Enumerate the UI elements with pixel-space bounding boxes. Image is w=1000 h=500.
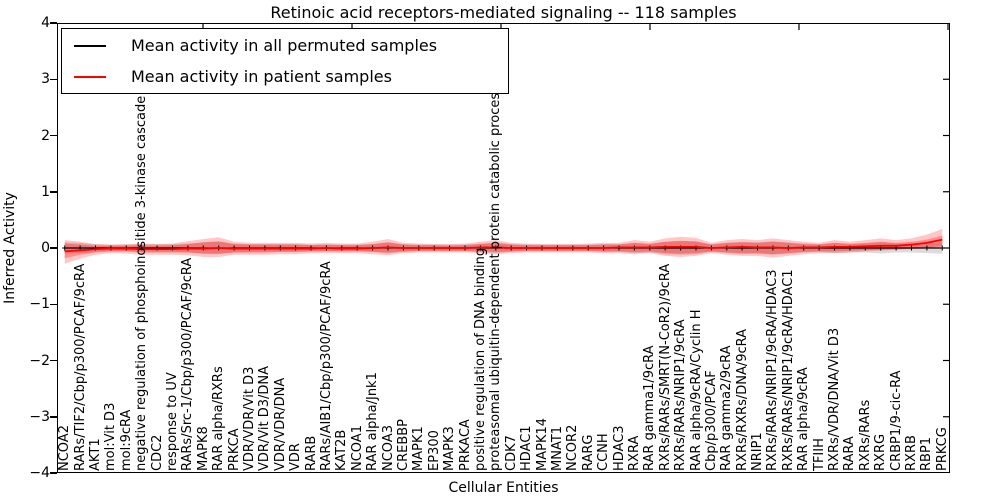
x-tick-label: MAPK3 [442,426,458,471]
y-tick-mark [50,472,57,474]
patient-samples-outer-range-band [64,228,943,264]
y-tick-mark [50,359,57,362]
legend-item-patient: Mean activity in patient samples [62,61,508,92]
x-tick-label: RAR alpha/Jnk1 [365,372,381,471]
patient-mean-line [64,238,943,253]
y-tick-mark [50,191,57,193]
x-tick-label: mol:9cRA [118,409,134,471]
x-tick-label: MAPK8 [195,426,211,471]
x-tick-label: MAPK1 [411,426,427,471]
x-tick-label: RXRs/RARs/SMRT(N-CoR2)/9cRA [657,263,673,471]
x-tick-label: positive regulation of DNA binding [472,247,488,471]
x-tick-label: NCOA1 [349,425,365,471]
x-tick-label: PRKACA [457,419,473,471]
x-tick-label: HDAC3 [611,425,627,471]
x-tick-label: RXRs/RARs [857,399,873,471]
legend-item-permuted: Mean activity in all permuted samples [62,30,508,61]
x-tick-label: RARG [580,434,596,471]
y-tick-label: −2 [29,352,50,369]
x-tick-label: CDK7 [503,435,519,471]
y-tick-mark [50,303,57,305]
x-tick-label: proteasomal ubiquitin-dependent protein … [488,86,504,471]
x-tick-label: RAR alpha/9cRA [796,367,812,471]
x-tick-label: PRKCG [934,427,950,471]
x-axis-label: Cellular Entities [448,480,559,496]
x-tick-label: PRKCA [226,428,242,471]
y-tick-mark [50,416,57,418]
x-tick-label: KAT2B [334,429,350,471]
y-tick-label: 0 [41,240,50,256]
y-tick-label: 4 [41,15,50,31]
x-tick-label: RARs/Src-1/Cbp/p300/PCAF/9cRA [180,257,196,471]
x-tick-label: CREBBP [395,419,411,471]
x-tick-label: RAR alpha/9cRA/Cyclin H [688,309,704,471]
legend-label: Mean activity in patient samples [131,67,392,86]
x-tick-label: VDR/VDR/Vit D3 [242,366,257,471]
x-tick-label: RBP1 [919,436,935,471]
x-tick-label: mol:Vit D3 [103,402,119,471]
y-axis-label: Inferred Activity [2,192,18,304]
y-tick-label: −4 [29,465,50,481]
legend-label: Mean activity in all permuted samples [131,36,438,55]
x-tick-label: RARB [303,435,319,471]
y-tick-mark [50,134,57,137]
x-tick-label: RXRs/RARs/NRIP1/9cRA/HDAC1 [780,269,796,471]
y-tick-label: −3 [29,408,50,425]
x-tick-label: TFIIH [811,438,827,471]
x-tick-label: NRIP1 [750,432,765,471]
x-tick-label: RAR alpha/RXRs [211,366,227,471]
x-tick-label: CCNH [596,433,612,471]
patient-line-swatch [74,75,106,78]
x-tick-label: RARs/TIF2/Cbp/p300/PCAF/9cRA [72,263,88,471]
chart-title: Retinoic acid receptors-mediated signali… [270,3,737,22]
permuted-line-swatch [74,44,106,47]
x-tick-label: response to UV [165,372,180,471]
y-tick-mark [50,78,57,80]
y-tick-label: 2 [41,127,50,144]
x-tick-label: negative regulation of phosphoinositide … [134,95,150,471]
y-tick-label: 1 [41,183,50,200]
chart-canvas [62,23,950,418]
x-tick-label: RAR gamma2/9cRA [719,345,735,471]
legend: Mean activity in all permuted samples Me… [61,28,509,94]
x-tick-label: NCOR2 [565,424,581,471]
x-tick-label: RXRA [626,435,642,471]
y-tick-mark [50,22,57,24]
x-tick-label: VDR [288,443,304,471]
x-tick-label: Cbp/p300/PCAF [703,370,719,471]
x-tick-label: VDR/VDR/DNA [272,377,288,471]
x-tick-label: RARs/AIB1/Cbp/p300/PCAF/9cRA [318,261,334,471]
x-tick-label: VDR/Vit D3/DNA [257,365,273,471]
x-tick-label: RXRs/VDR/DNA/Vit D3 [827,327,842,471]
y-tick-label: 3 [41,71,50,88]
x-tick-label: RXRs/RXRs/DNA/9cRA [734,328,750,471]
x-tick-label: MAPK14 [534,417,550,471]
x-tick-label: MNAT1 [549,425,565,471]
x-tick-label: AKT1 [88,438,103,471]
x-tick-label: EP300 [426,430,442,471]
x-tick-label: CRBP1/9-cic-RA [888,370,904,471]
x-tick-label: HDAC1 [519,425,535,471]
y-tick-mark [50,247,57,249]
x-tick-label: RARA [842,436,858,471]
x-tick-label: CDC2 [149,434,165,471]
x-tick-label: RAR gamma1/9cRA [642,345,658,471]
x-tick-label: RXRG [873,433,889,471]
y-tick-label: −1 [29,296,50,313]
x-tick-label: NCOA2 [57,425,73,471]
x-tick-label: RXRs/RARs/NRIP1/9cRA [673,319,689,471]
x-tick-label: RXRs/RARs/NRIP1/9cRA/HDAC3 [765,269,781,471]
x-tick-label: NCOA3 [380,425,396,471]
x-tick-label: RXRB [904,435,919,471]
